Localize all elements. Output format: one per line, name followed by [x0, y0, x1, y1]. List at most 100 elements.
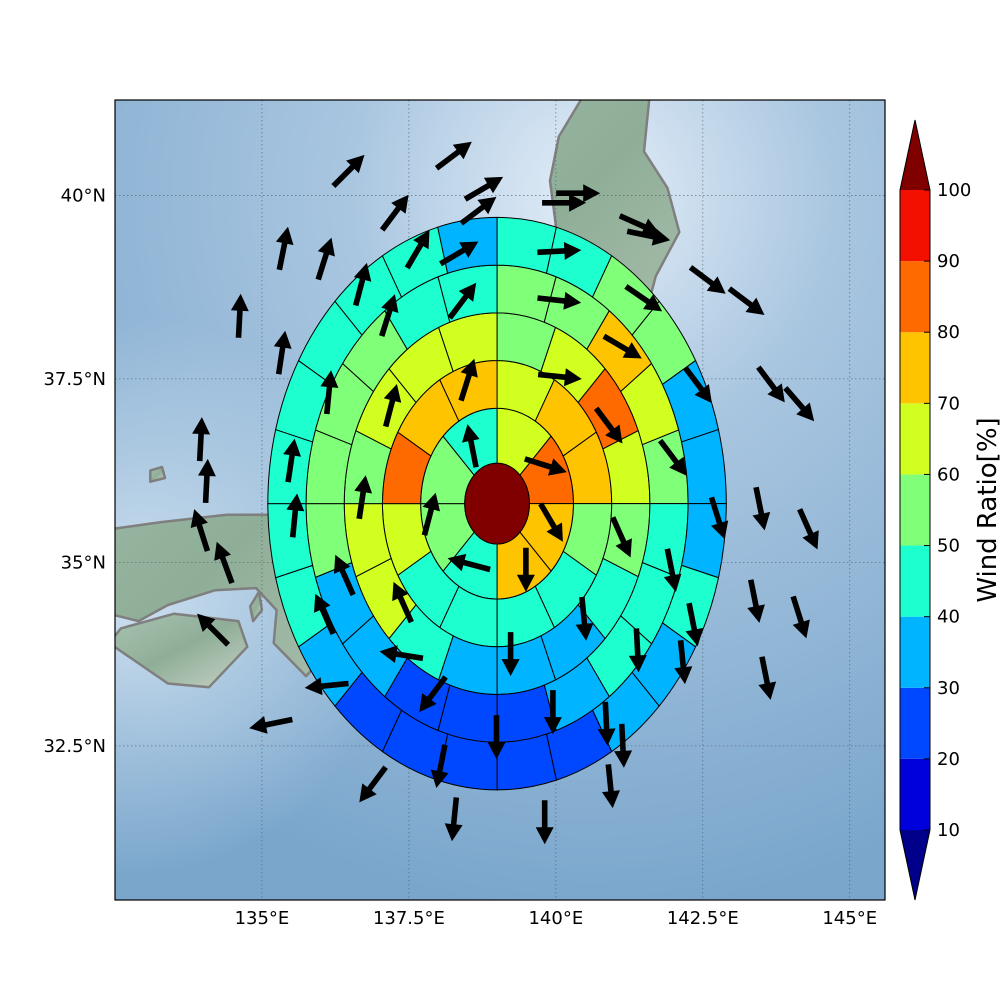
- y-tick-label: 35°N: [61, 552, 106, 573]
- colorbar-tick-label: 100: [937, 180, 971, 201]
- x-tick-label: 137.5°E: [373, 908, 445, 929]
- wind-arrow: [354, 475, 373, 520]
- colorbar-tick-label: 10: [937, 820, 960, 841]
- colorbar-tick-label: 70: [937, 393, 960, 414]
- sector-ring5-6: [680, 428, 727, 505]
- wind-arrow: [419, 675, 448, 713]
- colorbar-tick-label: 60: [937, 464, 960, 485]
- colorbar-tick-label: 30: [937, 678, 960, 699]
- wind-arrow: [758, 656, 777, 700]
- x-tick-label: 145°E: [822, 908, 877, 929]
- wind-arrow: [537, 368, 582, 387]
- wind-arrow: [404, 230, 430, 270]
- wind-arrow: [797, 508, 819, 550]
- wind-arrow: [392, 581, 414, 624]
- wind-arrow: [556, 184, 601, 203]
- x-tick-label: 142.5°E: [667, 908, 739, 929]
- colorbar-segment: [900, 474, 930, 546]
- colorbar-segment: [900, 758, 930, 830]
- wind-arrow: [628, 628, 647, 673]
- wind-arrow: [359, 765, 388, 803]
- colorbar-segment: [900, 261, 930, 333]
- land-mass: [248, 590, 264, 623]
- wind-arrow: [535, 800, 554, 845]
- wind-arrow: [597, 701, 616, 746]
- wind-arrow: [501, 632, 520, 677]
- wind-arrow: [602, 764, 620, 809]
- wind-arrow: [383, 384, 402, 428]
- wind-arrow: [543, 690, 562, 735]
- colorbar-segment: [900, 545, 930, 617]
- colorbar-segment: [900, 190, 930, 262]
- wind-arrow: [353, 262, 372, 307]
- wind-arrow: [214, 541, 235, 584]
- wind-arrow: [314, 593, 336, 635]
- wind-arrow: [516, 547, 535, 592]
- wind-arrow: [790, 595, 810, 639]
- colorbar-tick-label: 20: [937, 749, 960, 770]
- wind-arrow: [421, 492, 440, 536]
- sector-ring5-18: [267, 503, 314, 579]
- wind-arrow: [602, 333, 642, 359]
- wind-arrow: [708, 496, 729, 540]
- wind-arrow: [192, 417, 211, 462]
- center-disk: [464, 462, 530, 545]
- wind-arrow: [331, 154, 365, 188]
- map-frame: [114, 99, 886, 901]
- wind-arrow: [198, 458, 216, 503]
- wind-arrow: [249, 716, 293, 734]
- wind-arrow: [430, 744, 449, 788]
- wind-arrow: [463, 176, 504, 202]
- wind-arrow: [230, 293, 249, 338]
- wind-arrow: [439, 241, 479, 267]
- wind-arrow: [434, 141, 472, 171]
- wind-arrow: [542, 193, 587, 212]
- wind-arrow: [756, 365, 785, 403]
- colorbar-segment: [900, 332, 930, 404]
- colorbar-extend-bottom: [900, 830, 930, 900]
- wind-arrow: [458, 358, 478, 402]
- wind-arrow: [315, 237, 335, 281]
- wind-arrow: [379, 645, 424, 663]
- wind-arrow: [190, 509, 211, 552]
- wind-arrow: [273, 330, 292, 375]
- wind-arrow: [727, 286, 765, 315]
- wind-arrow: [658, 438, 687, 476]
- wind-arrow: [459, 196, 497, 226]
- x-tick-label: 140°E: [528, 908, 583, 929]
- wind-arrow: [626, 228, 671, 246]
- wind-arrow: [283, 438, 301, 483]
- wind-arrow: [524, 456, 567, 476]
- wind-arrow: [334, 554, 356, 597]
- colorbar-segment: [900, 687, 930, 759]
- colorbar-label: Wind Ratio[%]: [973, 417, 1000, 602]
- colorbar-tick-label: 40: [937, 607, 960, 628]
- wind-arrow: [537, 291, 582, 310]
- map-area: [115, 100, 885, 900]
- wind-arrow: [618, 213, 660, 235]
- wind-arrow: [286, 493, 305, 538]
- wind-arrow: [683, 366, 712, 404]
- wind-arrow: [783, 386, 815, 422]
- wind-arrow: [624, 284, 663, 312]
- x-tick-label: 135°E: [235, 908, 290, 929]
- land-mass: [149, 465, 167, 483]
- wind-arrow: [747, 579, 765, 623]
- wind-arrow: [447, 553, 491, 573]
- wind-arrow: [752, 486, 771, 531]
- y-tick-label: 37.5°N: [43, 369, 106, 390]
- wind-arrow: [444, 797, 463, 842]
- wind-arrow: [537, 242, 582, 260]
- wind-arrow: [487, 715, 506, 760]
- wind-arrow: [379, 294, 399, 337]
- sector-ring5-12: [496, 733, 557, 791]
- wind-arrow: [462, 424, 480, 468]
- wind-arrow: [688, 265, 726, 294]
- colorbar-tick-label: 50: [937, 536, 960, 557]
- wind-arrow: [379, 194, 409, 232]
- wind-arrow: [538, 502, 563, 542]
- wind-arrow: [614, 723, 633, 768]
- colorbar-tick-label: 80: [937, 322, 960, 343]
- colorbar-segment: [900, 403, 930, 475]
- wind-arrow: [304, 677, 349, 696]
